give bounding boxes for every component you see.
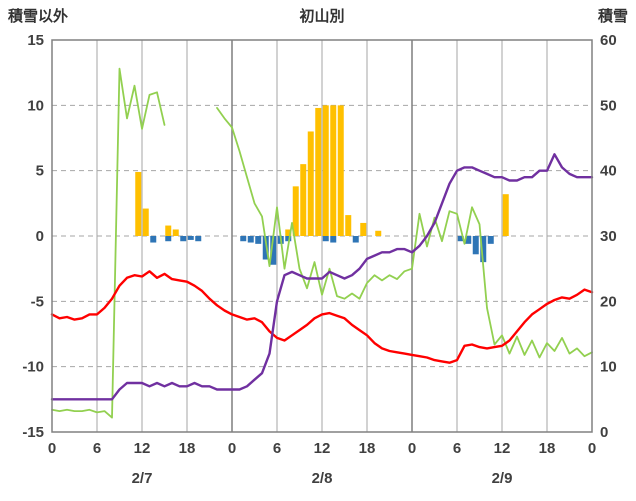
orange-bars-bar — [345, 215, 352, 236]
orange-bars-bar — [502, 194, 509, 236]
x-tick-label: 0 — [588, 440, 596, 457]
left-tick-label: 15 — [27, 32, 44, 49]
red-line-path — [50, 270, 594, 364]
date-label: 2/8 — [312, 470, 333, 487]
orange-bars-bar — [142, 208, 149, 236]
left-tick-label: -5 — [31, 293, 44, 310]
x-tick-label: 0 — [228, 440, 236, 457]
right-tick-label: 0 — [600, 424, 608, 441]
blue-bars-bar — [285, 236, 292, 242]
orange-bars-bar — [315, 107, 322, 237]
x-tick-label: 12 — [314, 440, 331, 457]
blue-bars-bar — [262, 236, 269, 260]
right-tick-label: 20 — [600, 293, 617, 310]
orange-bars-bar — [285, 229, 292, 236]
left-tick-label: 5 — [36, 163, 44, 180]
orange-bars-bar — [300, 164, 307, 236]
plot-border — [51, 39, 593, 433]
orange-bars-bar — [307, 131, 314, 236]
right-tick-label: 40 — [600, 163, 617, 180]
x-tick-label: 6 — [93, 440, 101, 457]
blue-bars-bar — [322, 236, 329, 242]
purple-line-path — [50, 153, 594, 401]
orange-bars-bar — [337, 105, 344, 236]
blue-bars-bar — [487, 236, 494, 244]
right-tick-label: 10 — [600, 359, 617, 376]
blue-bars-bar — [195, 236, 202, 242]
x-tick-label: 12 — [494, 440, 511, 457]
blue-bars-bar — [480, 236, 487, 263]
blue-bars-bar — [330, 236, 337, 243]
orange-bars-bar — [165, 225, 172, 236]
blue-bars-bar — [255, 236, 262, 244]
left-tick-label: 0 — [36, 228, 44, 245]
blue-bars-bar — [270, 236, 277, 265]
x-tick-label: 18 — [539, 440, 556, 457]
blue-bars-bar — [472, 236, 479, 255]
left-axis-title: 積雪以外 — [8, 8, 69, 25]
blue-bars-bar — [187, 236, 194, 240]
x-tick-label: 12 — [134, 440, 151, 457]
right-tick-label: 30 — [600, 228, 617, 245]
chart-title: 初山別 — [299, 8, 345, 25]
blue-bars-bar — [180, 236, 187, 242]
orange-bars-bar — [330, 105, 337, 236]
blue-bars-bar — [150, 236, 157, 243]
left-tick-label: -10 — [22, 359, 44, 376]
x-tick-label: 0 — [408, 440, 416, 457]
orange-bars-bar — [360, 222, 367, 236]
blue-bars-bar — [352, 236, 359, 243]
x-tick-label: 6 — [273, 440, 281, 457]
right-tick-label: 50 — [600, 97, 617, 114]
green-line-path — [51, 67, 593, 419]
orange-bars-bar — [322, 105, 329, 236]
orange-bars-bar — [172, 229, 179, 236]
orange-bars-bar — [375, 230, 382, 236]
blue-bars-bar — [165, 236, 172, 242]
blue-bars-bar — [247, 236, 254, 243]
blue-bars-bar — [457, 236, 464, 242]
x-tick-label: 18 — [359, 440, 376, 457]
blue-bars-bar — [240, 236, 247, 242]
left-tick-label: 10 — [27, 97, 44, 114]
date-label: 2/9 — [492, 470, 513, 487]
orange-bars-bar — [135, 171, 142, 236]
orange-bars-bar — [292, 186, 299, 236]
left-tick-label: -15 — [22, 424, 44, 441]
x-tick-label: 6 — [453, 440, 461, 457]
blue-bars-bar — [465, 236, 472, 244]
date-label: 2/7 — [132, 470, 153, 487]
x-tick-label: 18 — [179, 440, 196, 457]
right-axis-title: 積雪 — [597, 8, 628, 25]
right-tick-label: 60 — [600, 32, 617, 49]
x-tick-label: 0 — [48, 440, 56, 457]
